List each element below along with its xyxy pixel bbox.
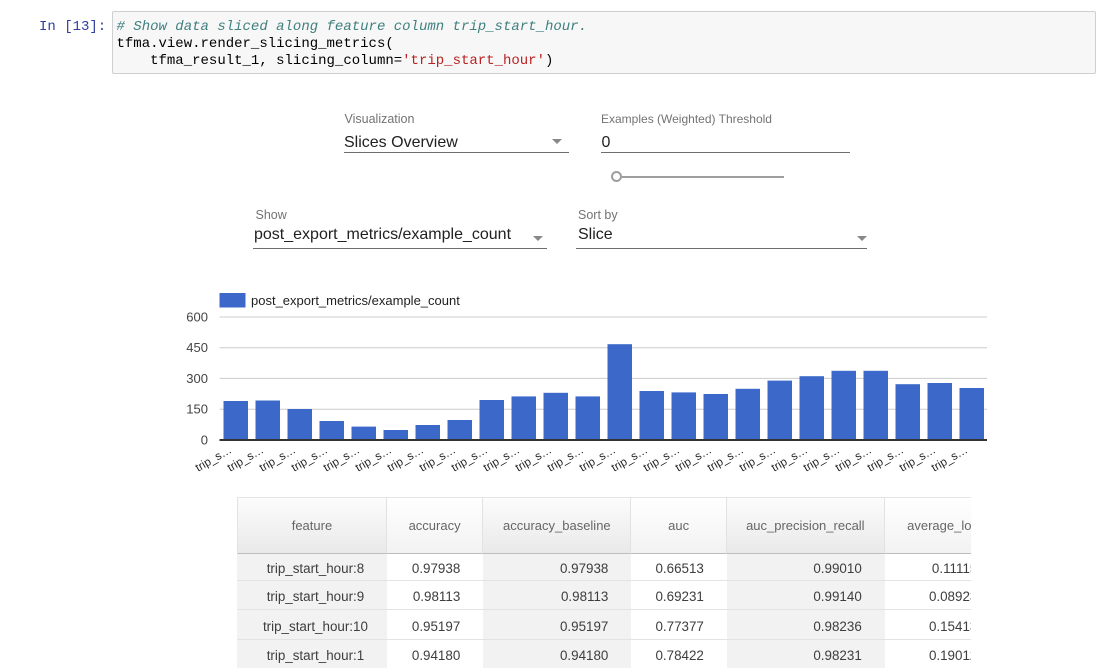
svg-text:150: 150 [186, 402, 208, 417]
svg-text:post_export_metrics/example_co: post_export_metrics/example_count [251, 293, 460, 308]
svg-text:600: 600 [186, 310, 208, 325]
svg-text:0: 0 [201, 433, 208, 448]
svg-text:300: 300 [186, 371, 208, 386]
svg-text:450: 450 [186, 340, 208, 355]
svg-text:trip_s…: trip_s… [930, 444, 970, 474]
